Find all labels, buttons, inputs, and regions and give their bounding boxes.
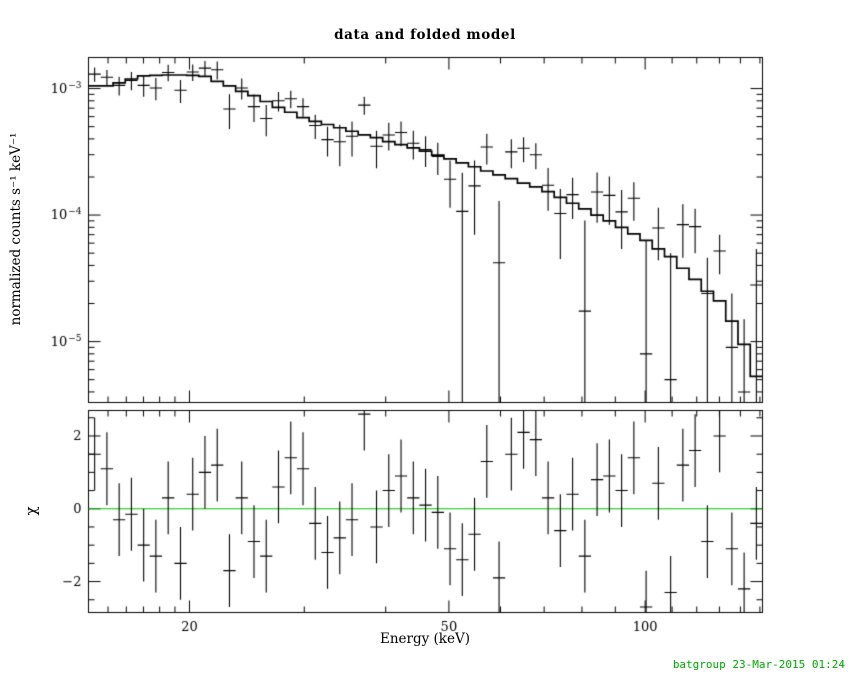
plot-title: data and folded model (334, 27, 516, 43)
x-axis-label-energy: Energy (keV) (379, 631, 470, 647)
y-axis-label-counts: normalized counts s⁻¹ keV⁻¹ (8, 132, 24, 326)
y-axis-label-chi: χ (22, 506, 40, 516)
timestamp: batgroup 23-Mar-2015 01:24 (672, 658, 845, 671)
